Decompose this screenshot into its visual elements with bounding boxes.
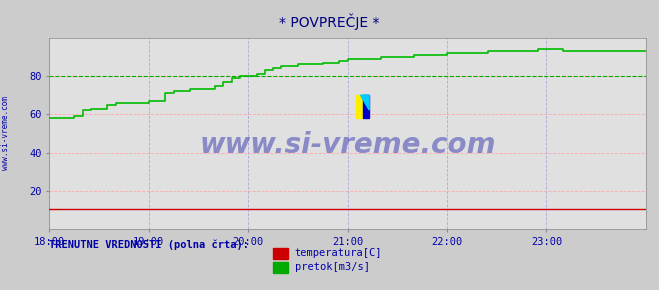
Text: temperatura[C]: temperatura[C] [295, 248, 382, 258]
Text: TRENUTNE VREDNOSTI (polna črta):: TRENUTNE VREDNOSTI (polna črta): [49, 239, 249, 250]
Polygon shape [360, 95, 369, 110]
Bar [273, 262, 288, 273]
Text: www.si-vreme.com: www.si-vreme.com [200, 131, 496, 159]
Text: * POVPREČJE *: * POVPREČJE * [279, 13, 380, 30]
Bar [362, 95, 369, 118]
Text: www.si-vreme.com: www.si-vreme.com [1, 96, 10, 171]
Text: pretok[m3/s]: pretok[m3/s] [295, 262, 370, 272]
Bar [356, 95, 362, 118]
Bar [273, 248, 288, 259]
